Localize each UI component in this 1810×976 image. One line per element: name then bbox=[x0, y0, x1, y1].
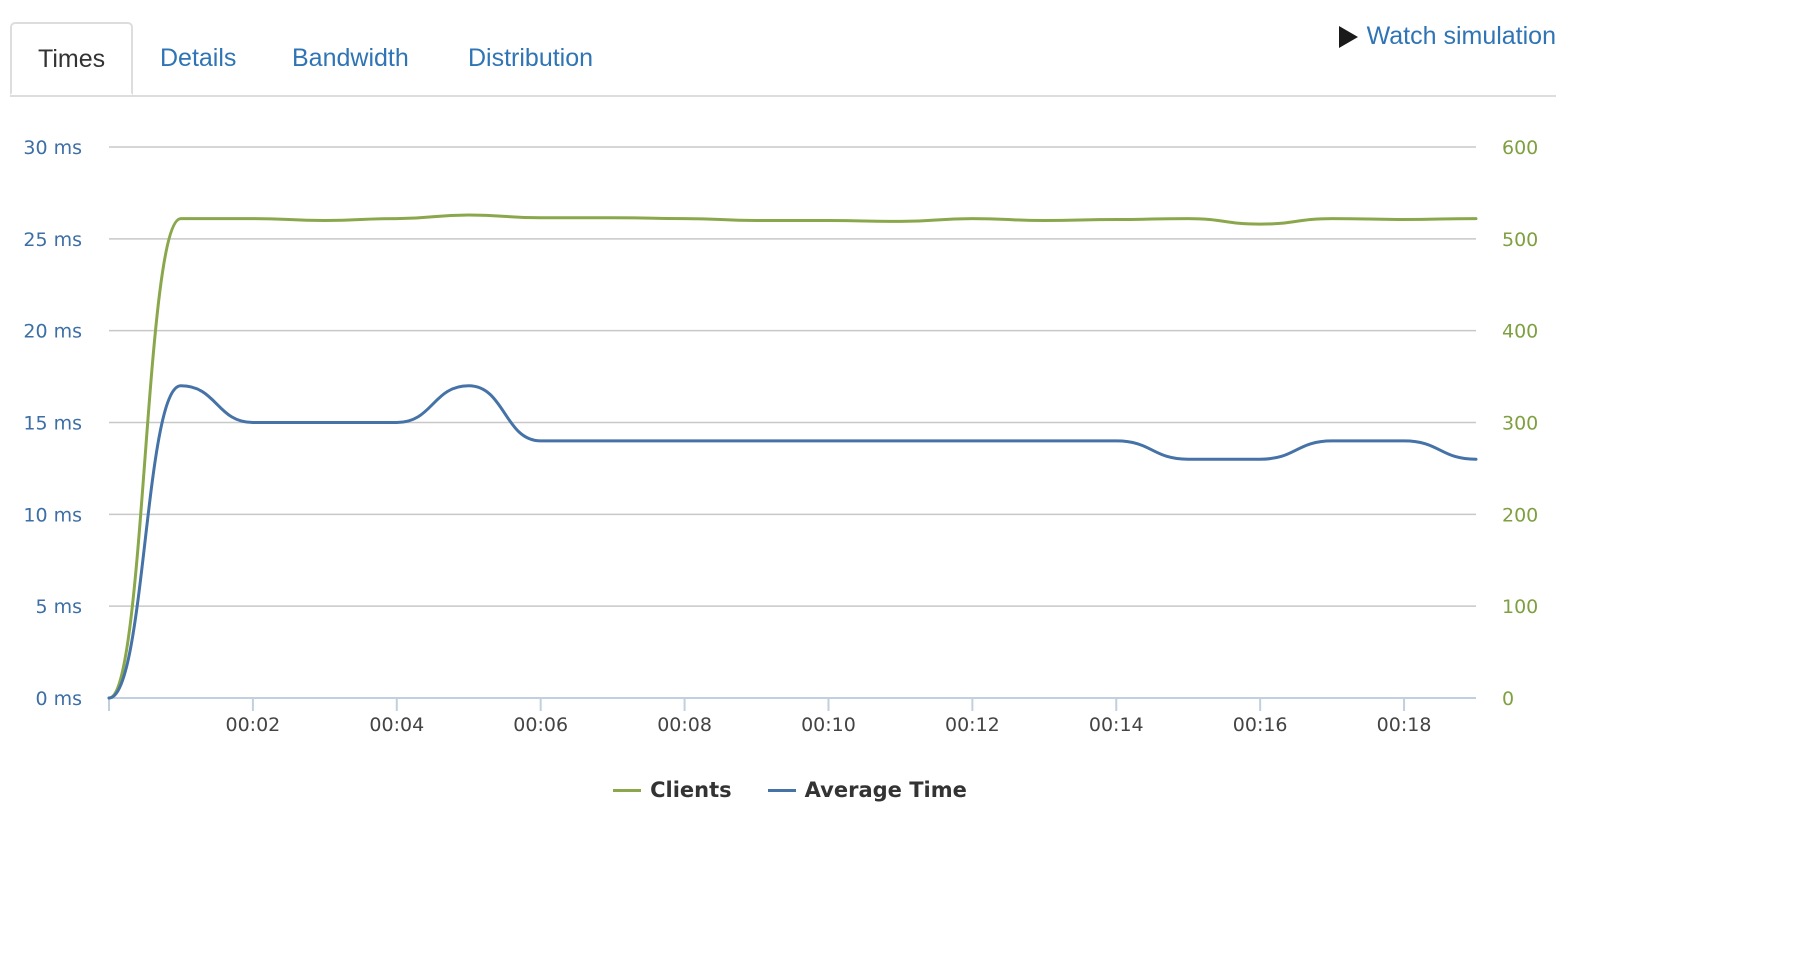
x-axis-tick-label: 00:18 bbox=[1377, 714, 1432, 736]
right-axis-tick-label: 100 bbox=[1502, 596, 1538, 618]
x-axis-tick-label: 00:12 bbox=[945, 714, 1000, 736]
tab-bandwidth[interactable]: Bandwidth bbox=[292, 44, 409, 72]
series-lines bbox=[107, 213, 1478, 700]
tab-details[interactable]: Details bbox=[160, 44, 237, 72]
legend-item-clients[interactable]: Clients bbox=[613, 778, 732, 802]
left-axis-tick-label: 20 ms bbox=[23, 321, 82, 343]
x-axis-tick-label: 00:06 bbox=[513, 714, 568, 736]
left-axis-tick-label: 10 ms bbox=[23, 504, 82, 526]
right-axis-tick-label: 300 bbox=[1502, 413, 1538, 435]
x-axis-tick-label: 00:08 bbox=[657, 714, 712, 736]
left-y-axis: 0 ms 5 ms 10 ms 15 ms 20 ms 25 ms 30 ms bbox=[23, 137, 82, 710]
legend-label-average-time: Average Time bbox=[804, 778, 967, 802]
watch-simulation-label: Watch simulation bbox=[1366, 22, 1556, 50]
x-axis-tick-label: 00:14 bbox=[1089, 714, 1144, 736]
right-y-axis: 0 100 200 300 400 500 600 bbox=[1502, 137, 1538, 710]
watch-simulation-link[interactable]: Watch simulation bbox=[1338, 22, 1556, 51]
tab-distribution[interactable]: Distribution bbox=[468, 44, 594, 72]
x-axis-labels: 00:02 00:04 00:06 00:08 00:10 00:12 00:14 00:16… bbox=[226, 714, 1432, 736]
chart-legend: Clients Average Time bbox=[0, 778, 1580, 802]
times-chart: 0 ms 5 ms 10 ms 15 ms 20 ms 25 ms 30 ms 0 100 20… bbox=[23, 137, 1538, 736]
x-axis-tick-label: 00:10 bbox=[801, 714, 856, 736]
x-axis-tick-label: 00:04 bbox=[369, 714, 424, 736]
right-axis-tick-label: 200 bbox=[1502, 504, 1538, 526]
right-axis-tick-label: 0 bbox=[1502, 688, 1514, 710]
x-axis bbox=[108, 697, 1476, 711]
play-icon bbox=[1338, 25, 1358, 48]
legend-swatch-clients bbox=[613, 788, 642, 792]
series-line-average-time bbox=[107, 384, 1478, 700]
right-axis-tick-label: 400 bbox=[1502, 321, 1538, 343]
series-line-clients bbox=[107, 213, 1478, 700]
left-axis-tick-label: 0 ms bbox=[35, 688, 82, 710]
legend-label-clients: Clients bbox=[650, 778, 732, 802]
left-axis-tick-label: 25 ms bbox=[23, 229, 82, 251]
legend-item-average-time[interactable]: Average Time bbox=[767, 778, 967, 802]
left-axis-tick-label: 30 ms bbox=[23, 137, 82, 159]
left-axis-tick-label: 15 ms bbox=[23, 413, 82, 435]
right-axis-tick-label: 600 bbox=[1502, 137, 1538, 159]
x-axis-tick-label: 00:02 bbox=[226, 714, 281, 736]
tab-bar: Times Details Bandwidth Distribution bbox=[10, 22, 1556, 97]
right-axis-tick-label: 500 bbox=[1502, 229, 1538, 251]
grid-lines bbox=[109, 146, 1476, 607]
tab-times[interactable]: Times bbox=[10, 22, 134, 95]
legend-swatch-average-time bbox=[767, 788, 796, 792]
left-axis-tick-label: 5 ms bbox=[35, 596, 82, 618]
x-axis-tick-label: 00:16 bbox=[1233, 714, 1288, 736]
